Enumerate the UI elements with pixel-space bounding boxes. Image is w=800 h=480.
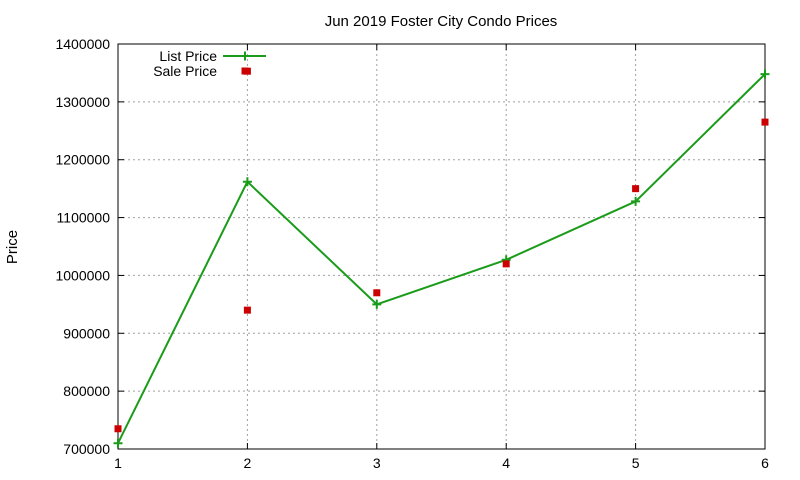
legend-marker-sale-price: [241, 67, 249, 75]
x-tick-label: 5: [632, 455, 640, 471]
list-price-point: [760, 69, 770, 79]
sale-price-point: [761, 118, 769, 126]
sale-price-point: [373, 289, 381, 297]
y-tick-label: 1200000: [55, 152, 110, 168]
list-price-point: [631, 196, 641, 206]
series-line-list-price: [117, 73, 766, 444]
x-tick-label: 1: [114, 455, 122, 471]
legend-label-sale-price: Sale Price: [153, 63, 217, 79]
y-axis-label: Price: [4, 230, 21, 264]
plot-border: [117, 43, 766, 450]
series-layer: [113, 67, 770, 448]
y-tick-label: 800000: [63, 383, 110, 399]
legend-label-list-price: List Price: [159, 48, 217, 64]
y-tick-label: 1300000: [55, 94, 110, 110]
x-tick-label: 2: [244, 455, 252, 471]
legend: List Price Sale Price: [153, 48, 266, 79]
sale-price-point: [502, 260, 510, 268]
y-tick-label: 900000: [63, 325, 110, 341]
y-tick-label: 700000: [63, 441, 110, 457]
sale-price-point: [632, 185, 640, 193]
axis-ticks: 700000 800000 900000 1000000 1100000 1200000 1…: [55, 36, 769, 471]
list-price-point: [242, 177, 252, 187]
list-price-point: [113, 438, 123, 448]
legend-marker-list-price: [240, 51, 250, 61]
y-tick-label: 1000000: [55, 267, 110, 283]
y-tick-label: 1400000: [55, 36, 110, 52]
y-tick-label: 1100000: [57, 210, 111, 226]
x-tick-label: 3: [373, 455, 381, 471]
chart-title: Jun 2019 Foster City Condo Prices: [325, 13, 558, 30]
list-price-point: [372, 299, 382, 309]
sale-price-point: [243, 306, 251, 314]
x-tick-label: 6: [761, 455, 769, 471]
sale-price-point: [114, 425, 122, 433]
x-tick-label: 4: [502, 455, 510, 471]
